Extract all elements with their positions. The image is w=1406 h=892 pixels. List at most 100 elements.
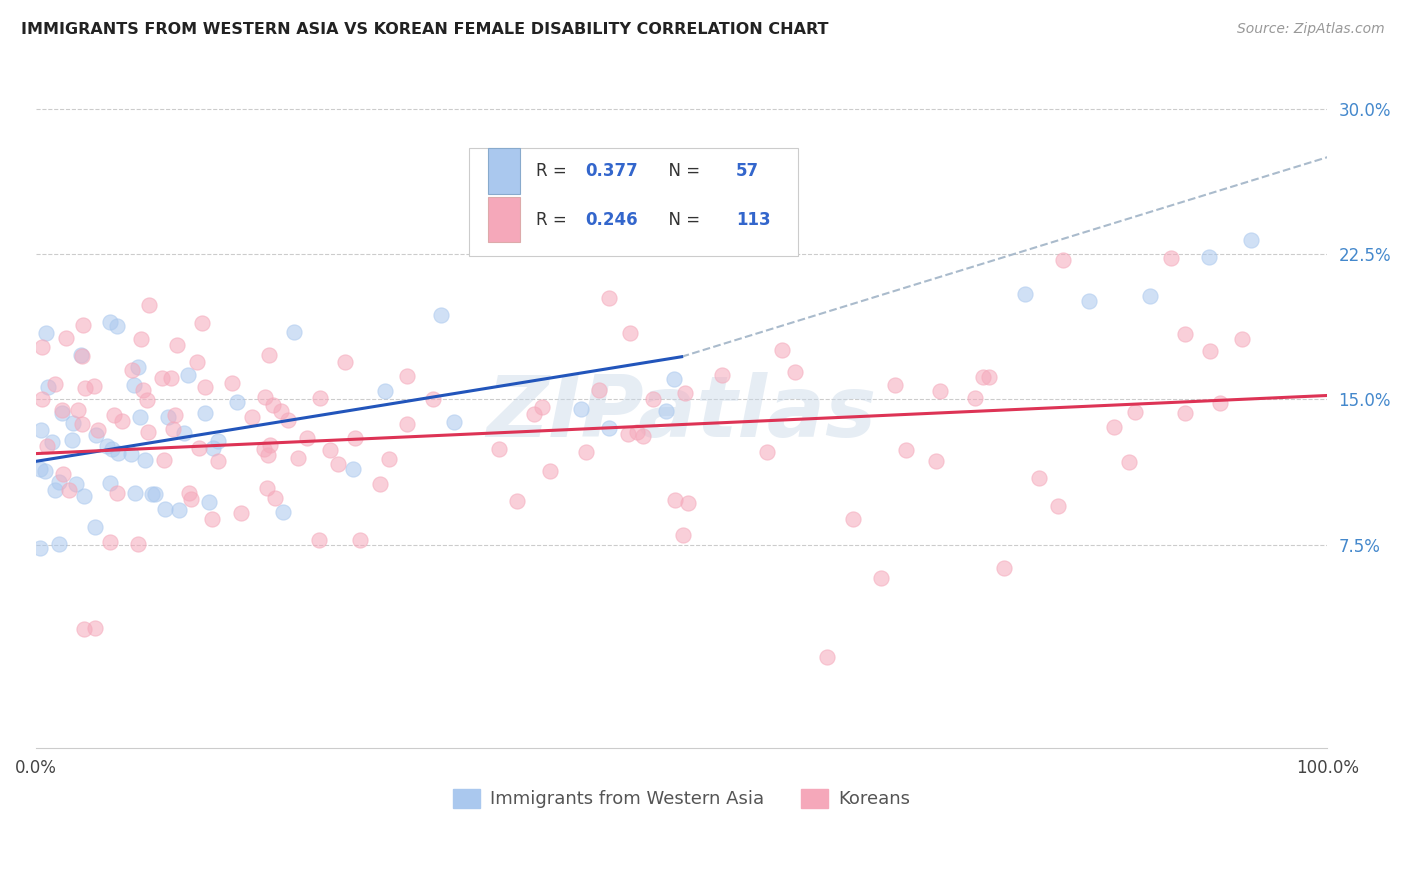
Point <box>157 410 180 425</box>
Point <box>122 377 145 392</box>
Point <box>619 326 641 340</box>
Point <box>259 348 281 362</box>
Point <box>1104 420 1126 434</box>
Point <box>84 622 107 636</box>
Point <box>1174 406 1197 420</box>
Point <box>83 379 105 393</box>
FancyBboxPatch shape <box>488 197 520 243</box>
Point <box>98 315 121 329</box>
Point <box>135 392 157 407</box>
Point <box>259 437 281 451</box>
Point <box>87 423 110 437</box>
Point <box>755 445 778 459</box>
Point <box>641 392 664 407</box>
Point <box>31 340 53 354</box>
Point <box>138 298 160 312</box>
Point <box>177 368 200 382</box>
Point <box>52 467 75 482</box>
Point <box>111 414 134 428</box>
Text: 0.377: 0.377 <box>585 161 637 179</box>
Text: 0.246: 0.246 <box>585 211 637 229</box>
Point <box>141 487 163 501</box>
Text: R =: R = <box>536 211 572 229</box>
Point <box>127 359 149 374</box>
Point <box>977 370 1000 384</box>
Point <box>422 392 444 407</box>
Point <box>145 487 167 501</box>
Point <box>1014 287 1036 301</box>
Point <box>160 371 183 385</box>
Point <box>101 442 124 457</box>
Point <box>256 481 278 495</box>
Point <box>173 425 195 440</box>
Legend: Immigrants from Western Asia, Koreans: Immigrants from Western Asia, Koreans <box>446 782 918 815</box>
Point <box>711 368 734 383</box>
Point <box>48 536 70 550</box>
Text: ZIPatlas: ZIPatlas <box>486 372 877 455</box>
Point <box>929 384 952 399</box>
Point <box>83 520 105 534</box>
Point <box>221 376 243 391</box>
Point <box>429 308 451 322</box>
Point <box>84 427 107 442</box>
FancyBboxPatch shape <box>468 148 797 256</box>
Point <box>1230 332 1253 346</box>
Point <box>121 363 143 377</box>
Point <box>35 439 58 453</box>
Point <box>770 343 793 358</box>
Point <box>1078 293 1101 308</box>
Point <box>488 442 510 456</box>
Point <box>342 462 364 476</box>
Point <box>44 376 66 391</box>
Point <box>96 439 118 453</box>
Point <box>264 491 287 505</box>
Text: 57: 57 <box>735 161 759 179</box>
Point <box>225 394 247 409</box>
Point <box>295 431 318 445</box>
Point <box>98 534 121 549</box>
Point <box>107 446 129 460</box>
Point <box>598 291 620 305</box>
Point <box>672 528 695 542</box>
Point <box>319 443 342 458</box>
Point <box>163 408 186 422</box>
Point <box>28 541 51 555</box>
Point <box>277 413 299 427</box>
Point <box>166 337 188 351</box>
Point <box>34 464 56 478</box>
Point <box>815 650 838 665</box>
Point <box>103 408 125 422</box>
Point <box>75 381 97 395</box>
Point <box>896 442 918 457</box>
Point <box>28 462 51 476</box>
Point <box>506 494 529 508</box>
Point <box>191 316 214 330</box>
Point <box>1047 499 1070 513</box>
Point <box>207 453 229 467</box>
Point <box>1174 326 1197 341</box>
Point <box>162 422 184 436</box>
Point <box>378 452 401 467</box>
FancyBboxPatch shape <box>488 148 520 194</box>
Point <box>673 386 696 401</box>
Point <box>617 426 640 441</box>
Point <box>41 434 63 449</box>
Point <box>35 326 58 340</box>
Point <box>883 378 905 392</box>
Point <box>678 496 700 510</box>
Text: 113: 113 <box>735 211 770 229</box>
Point <box>368 476 391 491</box>
Point <box>344 431 367 445</box>
Point <box>155 501 177 516</box>
Point <box>598 421 620 435</box>
Point <box>538 464 561 478</box>
Point <box>98 475 121 490</box>
Point <box>523 407 546 421</box>
Point <box>62 416 84 430</box>
Point <box>70 350 93 364</box>
Point <box>55 331 77 345</box>
Point <box>207 434 229 448</box>
Point <box>993 561 1015 575</box>
Point <box>134 453 156 467</box>
Point <box>631 429 654 443</box>
